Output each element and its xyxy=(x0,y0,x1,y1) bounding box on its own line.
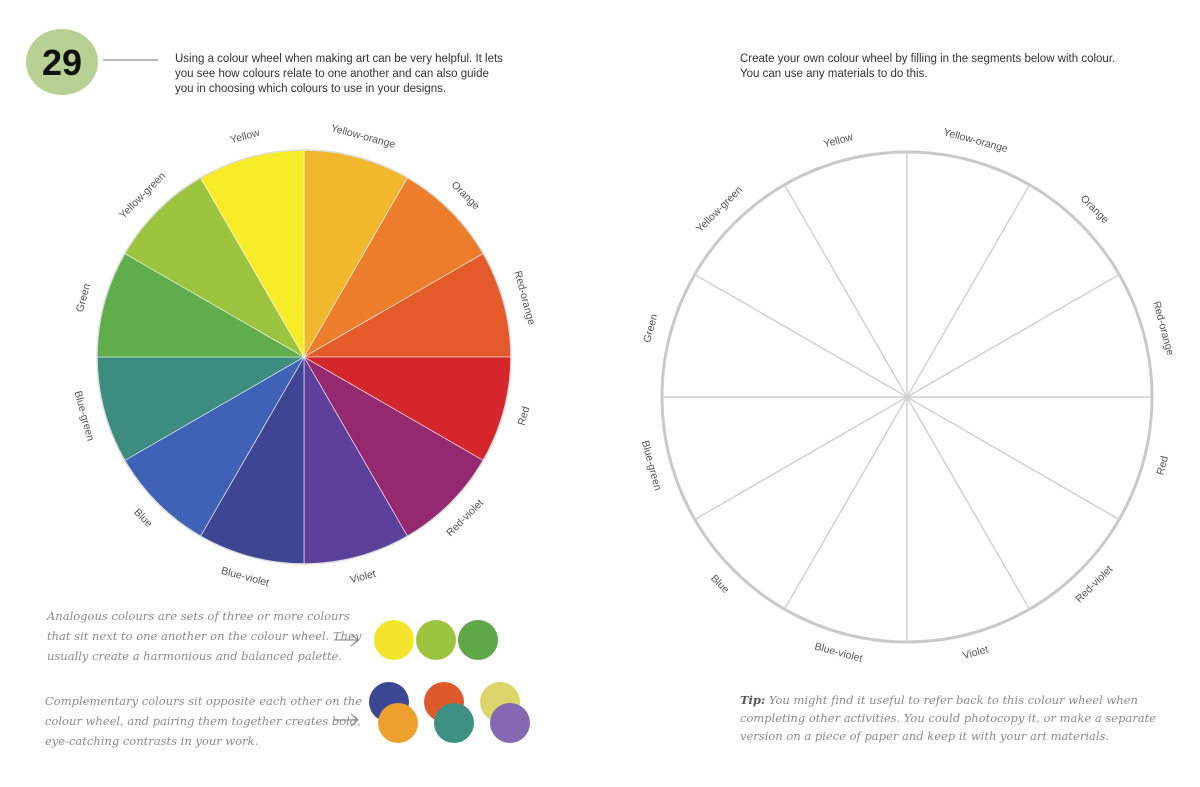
tip-line: Tip: You might find it useful to refer b… xyxy=(740,693,1138,707)
segment-divider xyxy=(783,184,908,398)
arrow xyxy=(334,713,359,727)
intro-line: You can use any materials to do this. xyxy=(740,68,928,80)
tip-text: You might find it useful to refer back t… xyxy=(769,693,1138,707)
arrow xyxy=(334,633,359,647)
segment-divider xyxy=(906,396,1120,521)
wheel-outline xyxy=(96,149,512,565)
swatch xyxy=(374,620,414,660)
arrows xyxy=(334,633,359,727)
note-line: Complementary colours sit opposite each … xyxy=(45,694,362,708)
badge-number: 29 xyxy=(42,42,82,83)
intro-line: Using a colour wheel when making art can… xyxy=(175,53,503,65)
swatch xyxy=(458,620,498,660)
swatches xyxy=(369,620,530,743)
badge-shape xyxy=(26,29,98,95)
note-line: Analogous colours are sets of three or m… xyxy=(46,609,350,623)
tip-line: version on a piece of paper and keep it … xyxy=(740,729,1109,743)
intro-line: Create your own colour wheel by filling … xyxy=(740,53,1115,65)
tip-line: completing other activities. You could p… xyxy=(740,711,1156,725)
note-line: eye-catching contrasts in your work. xyxy=(45,734,258,748)
swatch xyxy=(434,703,474,743)
note-line: usually create a harmonious and balanced… xyxy=(47,649,342,663)
swatch xyxy=(490,703,530,743)
segment-divider xyxy=(694,396,908,521)
segment-divider xyxy=(906,184,1031,398)
intro-line: you in choosing which colours to use in … xyxy=(175,83,446,95)
swatch xyxy=(416,620,456,660)
tip-label: Tip: xyxy=(740,693,765,707)
note-line: that sit next to one another on the colo… xyxy=(47,629,362,643)
segment-divider xyxy=(906,273,1120,398)
segment-label: Red xyxy=(516,405,533,427)
swatch xyxy=(378,703,418,743)
intro-line: you see how colours relate to one anothe… xyxy=(175,68,489,80)
segment-divider xyxy=(694,273,908,398)
segment-divider xyxy=(783,396,908,610)
note-line: colour wheel, and pairing them together … xyxy=(45,714,361,728)
segment-label: Red xyxy=(1154,455,1171,477)
segment-divider xyxy=(906,396,1031,610)
